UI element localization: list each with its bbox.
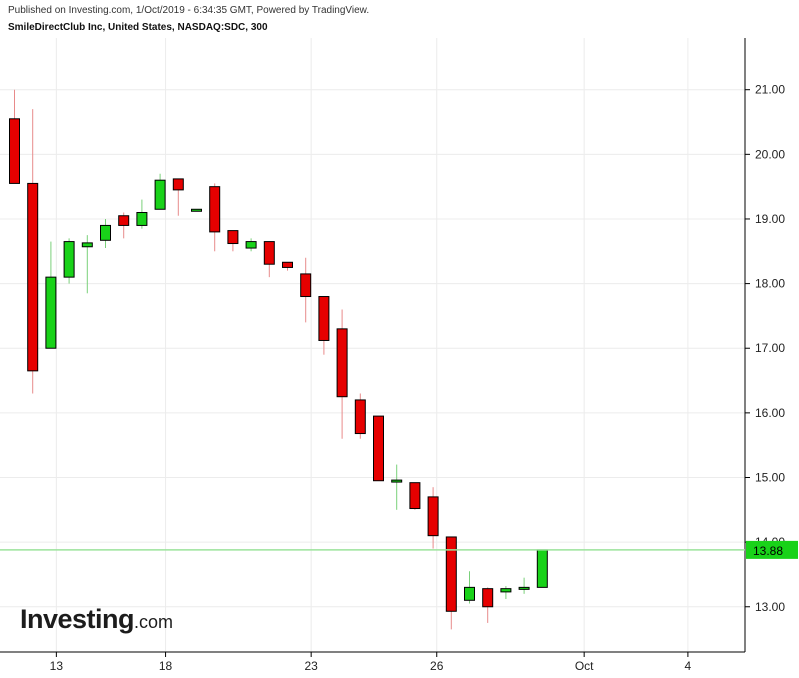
- investing-logo: Investing.com: [20, 604, 173, 635]
- candle-body: [536, 549, 548, 588]
- x-tick-label: 13: [50, 659, 64, 673]
- candle: [282, 261, 293, 271]
- candle-body: [209, 186, 221, 233]
- tick-labels: 13.0014.0015.0016.0017.0018.0019.0020.00…: [50, 83, 786, 673]
- last-price-label: 13.88: [753, 544, 783, 558]
- candle-body: [118, 215, 130, 226]
- candle-body: [464, 586, 475, 601]
- last-price-marker: 13.88: [0, 540, 798, 559]
- candle: [154, 173, 166, 210]
- axes: [0, 38, 750, 657]
- candle-body: [500, 588, 512, 593]
- candle-body: [282, 261, 293, 268]
- candle: [27, 109, 39, 394]
- grid-lines: [0, 38, 745, 652]
- candle-body: [172, 178, 184, 191]
- candle: [9, 89, 20, 184]
- logo-wordmark: Investing: [20, 604, 135, 634]
- x-tick-label: 4: [685, 659, 692, 673]
- candle-body: [63, 241, 75, 278]
- chart-header: Published on Investing.com, 1/Oct/2019 -…: [8, 4, 369, 35]
- candle-body: [263, 241, 275, 265]
- candle: [191, 208, 202, 212]
- y-tick-label: 21.00: [755, 83, 785, 97]
- candle: [263, 241, 275, 278]
- candle-body: [518, 586, 530, 590]
- candle-body: [136, 212, 148, 226]
- candle: [300, 257, 312, 323]
- candle-body: [245, 241, 257, 249]
- candle-body: [9, 118, 20, 184]
- candle-body: [409, 482, 421, 510]
- candle: [100, 218, 111, 249]
- x-tick-label: 23: [304, 659, 318, 673]
- candle-body: [227, 230, 239, 245]
- candle-body: [373, 415, 384, 482]
- candle-body: [427, 496, 439, 537]
- candle-body: [482, 588, 494, 608]
- publish-note: Published on Investing.com, 1/Oct/2019 -…: [8, 5, 370, 16]
- candle-body: [191, 208, 202, 212]
- candle: [482, 587, 494, 623]
- x-tick-label: Oct: [575, 659, 594, 673]
- y-tick-label: 17.00: [755, 341, 785, 355]
- candle-body: [445, 536, 457, 612]
- candle-body: [27, 182, 39, 372]
- y-tick-label: 19.00: [755, 212, 785, 226]
- candle: [318, 296, 330, 355]
- y-tick-label: 15.00: [755, 470, 785, 484]
- candle: [427, 487, 439, 549]
- candle-body: [354, 399, 366, 435]
- candle-body: [81, 242, 93, 248]
- candle: [373, 415, 384, 482]
- candle: [136, 199, 148, 229]
- y-tick-label: 18.00: [755, 277, 785, 291]
- candle: [354, 393, 366, 439]
- y-tick-label: 20.00: [755, 147, 785, 161]
- y-tick-label: 13.00: [755, 600, 785, 614]
- x-tick-label: 18: [159, 659, 173, 673]
- candle: [536, 549, 548, 588]
- candle: [172, 178, 184, 216]
- candle: [391, 464, 403, 510]
- candle: [518, 577, 530, 594]
- candle: [118, 212, 130, 239]
- candle-body: [154, 179, 166, 210]
- candle-body: [100, 224, 111, 241]
- candle-body: [300, 273, 312, 298]
- candle: [227, 230, 239, 252]
- ticker-title: SmileDirectClub Inc, United States, NASD…: [8, 22, 268, 33]
- last-price-badge: [746, 540, 798, 559]
- candle-body: [391, 479, 403, 483]
- y-tick-label: 16.00: [755, 406, 785, 420]
- candle: [336, 309, 348, 439]
- x-tick-label: 26: [430, 659, 444, 673]
- candle-body: [336, 328, 348, 398]
- candle: [63, 238, 75, 284]
- candle: [209, 183, 221, 252]
- logo-suffix: .com: [134, 612, 174, 632]
- candle-body: [45, 276, 57, 349]
- candle: [45, 241, 57, 349]
- candle: [464, 571, 475, 604]
- candle: [409, 482, 421, 510]
- candle: [500, 586, 512, 600]
- candle: [81, 235, 93, 294]
- candle: [245, 238, 257, 252]
- candle-body: [318, 296, 330, 341]
- candle: [445, 536, 457, 630]
- candles: [9, 89, 548, 630]
